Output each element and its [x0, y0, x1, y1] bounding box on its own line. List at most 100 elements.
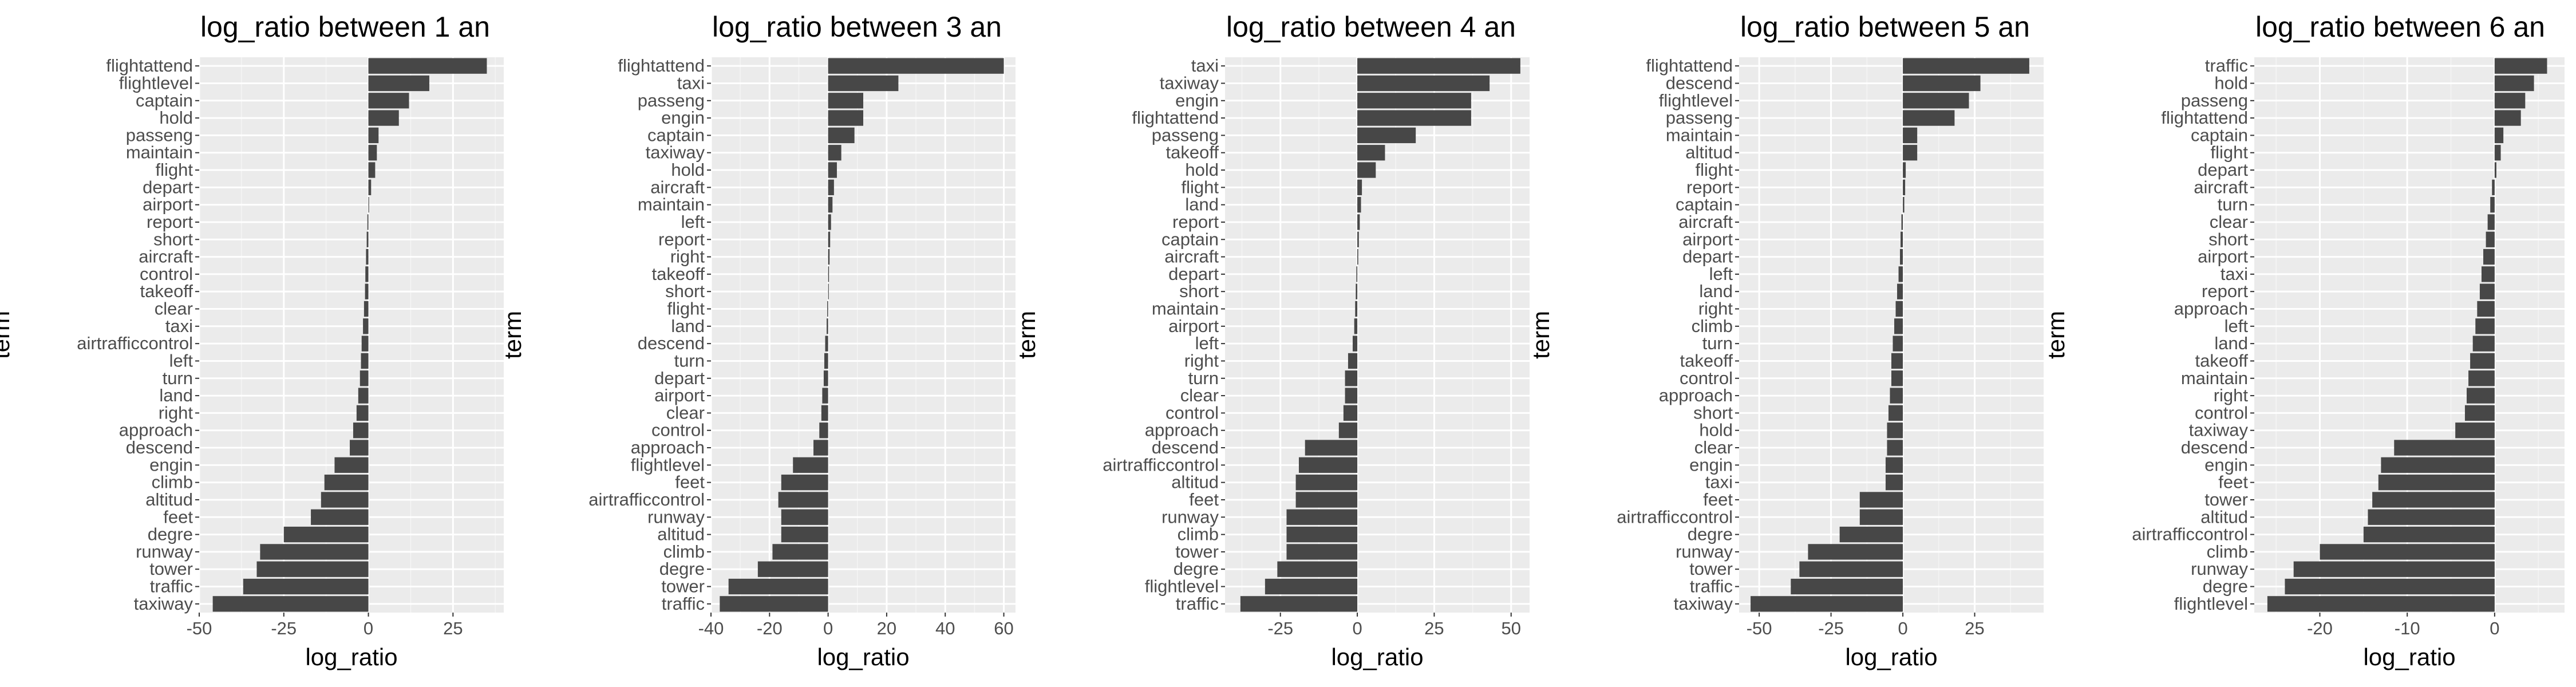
y-tick-label: right	[1184, 350, 1219, 370]
y-tick-label: flightattend	[618, 56, 705, 76]
y-tick-label: engin	[1175, 90, 1219, 110]
y-tick-label: flight	[1696, 160, 1733, 180]
bar-climb	[2320, 544, 2495, 560]
bar-approach	[353, 423, 369, 439]
y-tick-label: left	[1195, 333, 1219, 353]
bar-takeoff	[1357, 145, 1385, 161]
y-tick-label: engin	[661, 108, 705, 128]
bar-aircraft	[366, 248, 369, 265]
y-tick-label: taxiway	[1160, 73, 1219, 93]
y-tick-label: feet	[1703, 489, 1733, 510]
bar-control	[1891, 370, 1903, 386]
y-tick-label: hold	[159, 108, 193, 128]
y-tick-label: traffic	[662, 594, 705, 614]
bar-report	[828, 231, 831, 247]
bar-taxi	[363, 318, 369, 334]
y-tick-label: approach	[119, 420, 193, 440]
x-tick-label: 0	[364, 618, 373, 638]
y-tick-label: clear	[155, 299, 193, 319]
bar-clear	[364, 301, 369, 317]
x-tick-label: 50	[1502, 618, 1521, 638]
bar-altitud	[1295, 475, 1358, 491]
panel-5: trafficholdpassengflightattendcaptainfli…	[2042, 11, 2565, 670]
bar-runway	[2293, 561, 2495, 577]
y-axis-title: term	[0, 311, 14, 359]
bar-airtrafficcontrol	[1859, 509, 1903, 525]
y-tick-label: turn	[163, 368, 193, 388]
y-tick-label: degre	[1174, 559, 1219, 579]
bar-altitud	[781, 526, 828, 543]
bar-feet	[311, 509, 369, 525]
bar-report	[367, 214, 369, 230]
bar-approach	[2477, 301, 2495, 317]
x-tick-label: 0	[2490, 618, 2499, 638]
bar-engin	[828, 110, 863, 126]
bar-tower	[2372, 492, 2495, 508]
y-tick-label: report	[147, 212, 193, 232]
y-tick-label: flightlevel	[1659, 90, 1733, 110]
bar-approach	[1890, 388, 1903, 404]
bar-depart	[2494, 162, 2496, 178]
y-tick-label: depart	[654, 368, 705, 388]
y-tick-label: short	[153, 229, 193, 249]
bar-altitud	[1903, 145, 1918, 161]
bar-altitud	[2368, 509, 2495, 525]
bar-control	[819, 423, 828, 439]
y-axis-title: term	[2042, 311, 2069, 359]
y-tick-label: tower	[1689, 559, 1733, 579]
x-tick-label: 60	[994, 618, 1013, 638]
y-tick-label: altitud	[2200, 507, 2248, 527]
bar-depart	[368, 179, 372, 195]
y-tick-label: climb	[152, 472, 193, 492]
bar-hold	[2494, 75, 2534, 92]
y-tick-label: short	[1179, 281, 1219, 301]
bar-feet	[2378, 475, 2495, 491]
y-tick-label: descend	[1152, 437, 1219, 457]
y-tick-label: hold	[671, 160, 705, 180]
bar-airport	[822, 388, 828, 404]
y-tick-label: land	[159, 385, 193, 405]
y-tick-label: flightlevel	[119, 73, 193, 93]
y-tick-label: airtrafficcontrol	[77, 333, 193, 353]
y-axis-title: term	[1013, 311, 1040, 359]
bar-captain	[2494, 127, 2504, 144]
y-tick-label: climb	[2207, 542, 2248, 562]
x-tick-label: -40	[698, 618, 724, 638]
y-tick-label: airport	[654, 385, 705, 405]
bar-control	[2464, 405, 2495, 421]
y-tick-label: aircraft	[139, 247, 193, 267]
bar-airtrafficcontrol	[778, 492, 828, 508]
bar-traffic	[1791, 578, 1903, 595]
y-tick-label: taxi	[2221, 264, 2248, 284]
bar-approach	[1338, 423, 1358, 439]
bar-right	[828, 248, 830, 265]
bar-right	[356, 405, 369, 421]
bar-airport	[1901, 231, 1903, 247]
y-tick-label: feet	[2218, 472, 2248, 492]
bar-clear	[1887, 440, 1903, 456]
y-tick-label: captain	[2191, 125, 2248, 145]
chart-title: log_ratio between 1 an	[200, 11, 490, 43]
y-tick-label: land	[671, 316, 705, 336]
bar-tower	[1799, 561, 1903, 577]
y-tick-label: flight	[2211, 143, 2249, 163]
bar-engin	[1357, 93, 1471, 109]
y-tick-label: airport	[2198, 247, 2248, 267]
y-tick-label: maintain	[1666, 125, 1733, 145]
bar-hold	[828, 162, 837, 178]
y-tick-label: short	[665, 281, 705, 301]
bar-passeng	[368, 127, 379, 144]
bar-short	[2486, 231, 2495, 247]
x-tick-label: -20	[2307, 618, 2333, 638]
y-tick-label: clear	[2210, 212, 2248, 232]
y-tick-label: runway	[1676, 542, 1733, 562]
x-axis-title: log_ratio	[1331, 643, 1423, 670]
x-axis-title: log_ratio	[1845, 643, 1937, 670]
y-tick-label: clear	[1694, 437, 1733, 457]
x-tick-label: -50	[1747, 618, 1772, 638]
y-tick-label: hold	[1185, 160, 1219, 180]
bar-degre	[1277, 561, 1358, 577]
bar-maintain	[1355, 301, 1358, 317]
y-tick-label: takeoff	[651, 264, 705, 284]
bar-maintain	[368, 145, 377, 161]
